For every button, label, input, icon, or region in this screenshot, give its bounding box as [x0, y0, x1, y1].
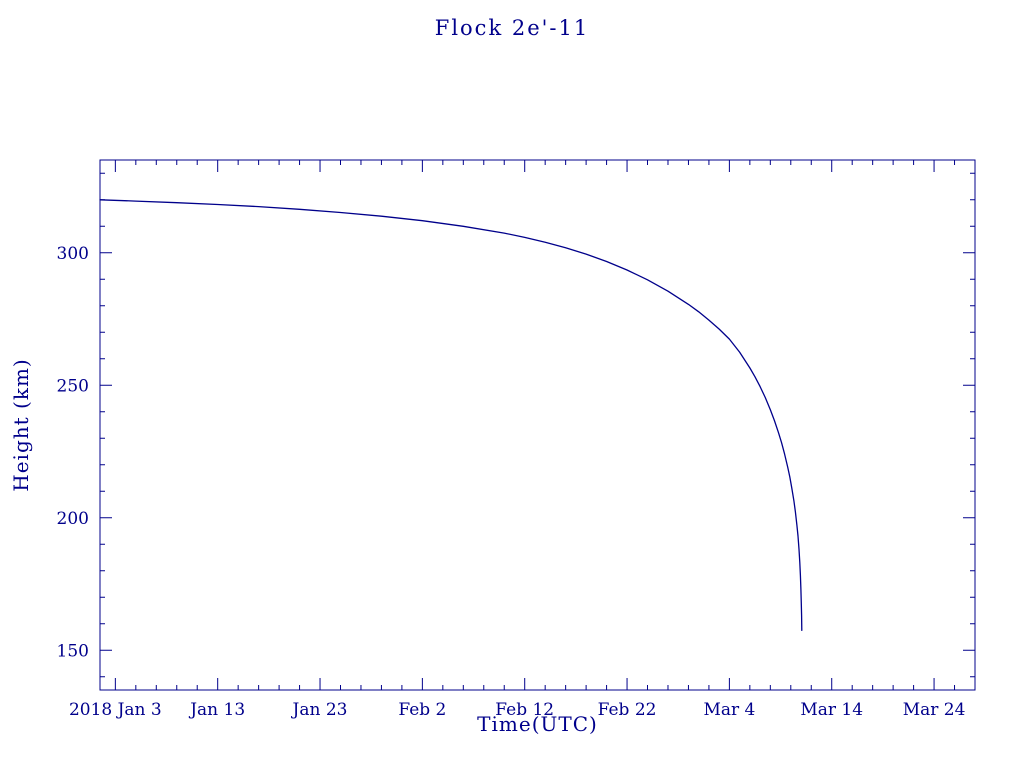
svg-text:Jan 13: Jan 13 [188, 700, 245, 720]
svg-text:Mar 24: Mar 24 [903, 700, 966, 720]
svg-text:300: 300 [57, 244, 89, 264]
svg-text:Feb 12: Feb 12 [495, 700, 554, 720]
svg-text:200: 200 [57, 509, 89, 529]
svg-text:250: 250 [57, 376, 89, 396]
svg-text:Feb 22: Feb 22 [598, 700, 657, 720]
chart-title: Flock 2e'-11 [434, 16, 590, 40]
x-axis-label: Time(UTC) [477, 712, 598, 736]
svg-text:Feb 2: Feb 2 [398, 700, 446, 720]
svg-text:Mar 4: Mar 4 [703, 700, 755, 720]
svg-text:Jan 23: Jan 23 [291, 700, 348, 720]
svg-text:2018 Jan 3: 2018 Jan 3 [69, 700, 162, 720]
svg-text:150: 150 [57, 641, 89, 661]
svg-text:Mar 14: Mar 14 [800, 700, 863, 720]
